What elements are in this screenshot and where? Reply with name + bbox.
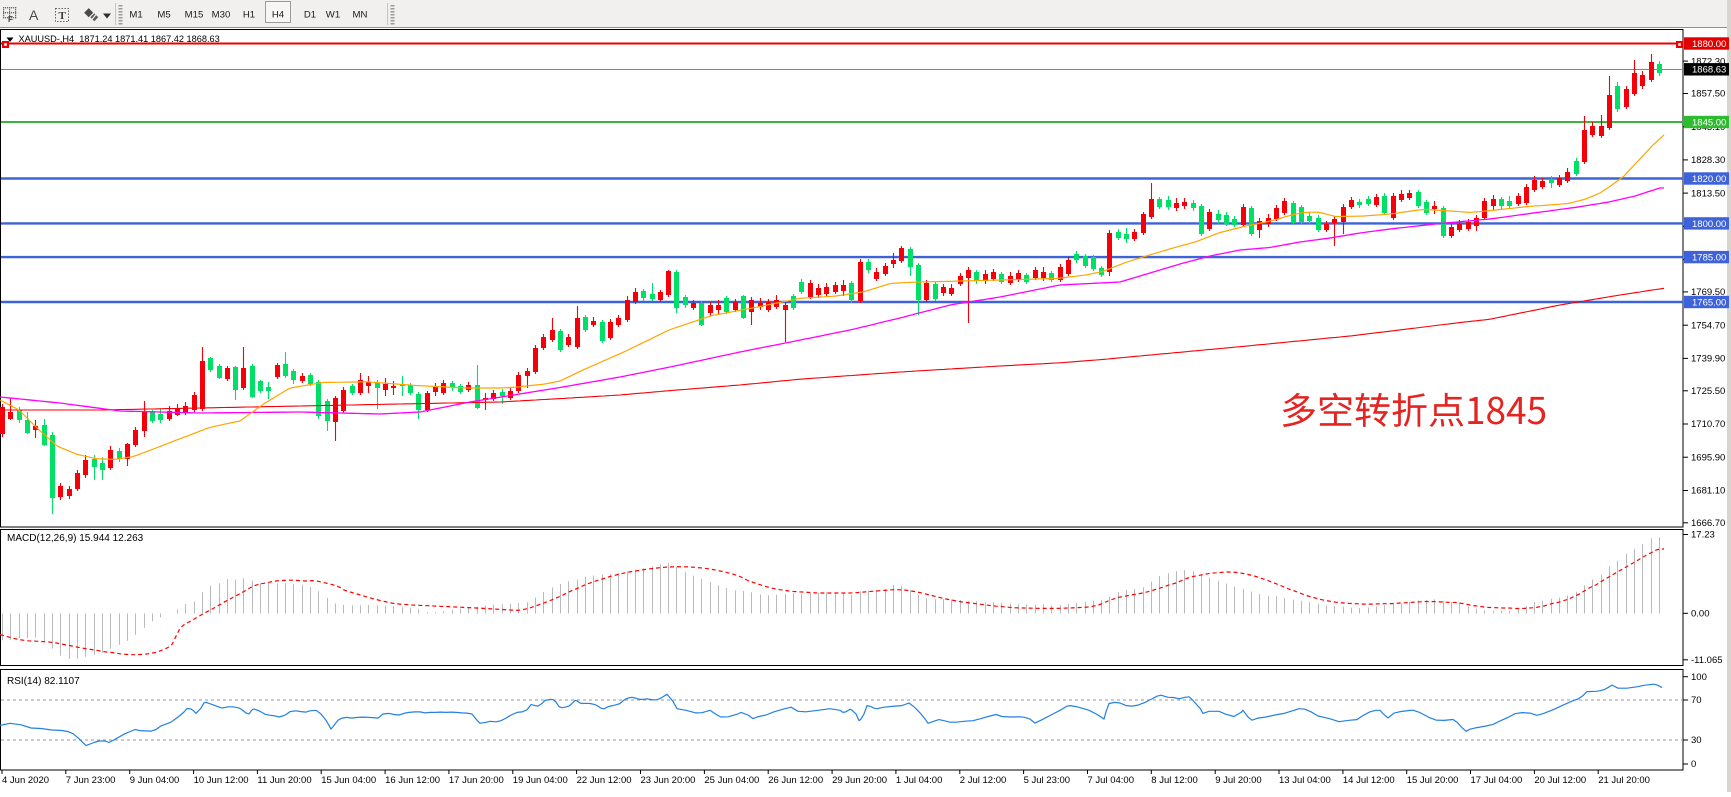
svg-text:1820.00: 1820.00 bbox=[1692, 174, 1726, 185]
svg-text:1739.90: 1739.90 bbox=[1691, 354, 1725, 365]
svg-text:1725.50: 1725.50 bbox=[1691, 386, 1725, 397]
svg-text:5 Jul 23:00: 5 Jul 23:00 bbox=[1024, 775, 1070, 786]
svg-text:70: 70 bbox=[1691, 695, 1702, 706]
svg-text:1754.70: 1754.70 bbox=[1691, 320, 1725, 331]
svg-text:1828.30: 1828.30 bbox=[1691, 155, 1725, 166]
svg-text:1872.30: 1872.30 bbox=[1691, 56, 1725, 67]
svg-text:14 Jul 12:00: 14 Jul 12:00 bbox=[1343, 775, 1395, 786]
svg-text:1695.90: 1695.90 bbox=[1691, 452, 1725, 463]
svg-text:1880.00: 1880.00 bbox=[1692, 39, 1726, 50]
svg-text:M15: M15 bbox=[185, 10, 204, 21]
svg-text:F: F bbox=[8, 15, 13, 24]
svg-text:H4: H4 bbox=[272, 10, 285, 21]
svg-text:D1: D1 bbox=[304, 10, 316, 21]
svg-text:1681.10: 1681.10 bbox=[1691, 486, 1725, 497]
svg-text:0: 0 bbox=[1691, 759, 1696, 770]
svg-text:17 Jul 04:00: 17 Jul 04:00 bbox=[1471, 775, 1523, 786]
svg-text:M1: M1 bbox=[129, 10, 142, 21]
svg-text:7 Jun 23:00: 7 Jun 23:00 bbox=[66, 775, 116, 786]
svg-text:MACD(12,26,9) 15.944 12.263: MACD(12,26,9) 15.944 12.263 bbox=[7, 533, 144, 544]
svg-text:8 Jul 12:00: 8 Jul 12:00 bbox=[1151, 775, 1197, 786]
svg-text:2 Jul 12:00: 2 Jul 12:00 bbox=[960, 775, 1006, 786]
svg-text:1868.63: 1868.63 bbox=[1692, 65, 1726, 76]
svg-text:0.00: 0.00 bbox=[1691, 609, 1710, 620]
svg-text:15 Jul 20:00: 15 Jul 20:00 bbox=[1407, 775, 1459, 786]
svg-text:-11.065: -11.065 bbox=[1691, 655, 1723, 666]
svg-text:100: 100 bbox=[1691, 672, 1707, 683]
svg-text:17 Jun 20:00: 17 Jun 20:00 bbox=[449, 775, 504, 786]
svg-text:13 Jul 04:00: 13 Jul 04:00 bbox=[1279, 775, 1331, 786]
svg-text:22 Jun 12:00: 22 Jun 12:00 bbox=[577, 775, 632, 786]
svg-text:1765.00: 1765.00 bbox=[1692, 297, 1726, 308]
svg-text:16 Jun 12:00: 16 Jun 12:00 bbox=[385, 775, 440, 786]
svg-text:26 Jun 12:00: 26 Jun 12:00 bbox=[768, 775, 823, 786]
svg-text:19 Jun 04:00: 19 Jun 04:00 bbox=[513, 775, 568, 786]
svg-text:17.23: 17.23 bbox=[1691, 530, 1715, 541]
svg-text:9 Jun 04:00: 9 Jun 04:00 bbox=[130, 775, 180, 786]
svg-text:T: T bbox=[59, 10, 67, 22]
svg-text:21 Jul 20:00: 21 Jul 20:00 bbox=[1598, 775, 1650, 786]
svg-text:11 Jun 20:00: 11 Jun 20:00 bbox=[257, 775, 311, 786]
svg-text:1 Jul 04:00: 1 Jul 04:00 bbox=[896, 775, 942, 786]
svg-text:4 Jun 2020: 4 Jun 2020 bbox=[2, 775, 49, 786]
svg-text:RSI(14) 82.1107: RSI(14) 82.1107 bbox=[7, 676, 80, 687]
svg-text:1710.70: 1710.70 bbox=[1691, 419, 1725, 430]
svg-text:1769.50: 1769.50 bbox=[1691, 287, 1725, 298]
svg-text:7 Jul 04:00: 7 Jul 04:00 bbox=[1088, 775, 1134, 786]
svg-text:25 Jun 04:00: 25 Jun 04:00 bbox=[704, 775, 759, 786]
svg-text:15 Jun 04:00: 15 Jun 04:00 bbox=[321, 775, 376, 786]
svg-text:1666.70: 1666.70 bbox=[1691, 518, 1725, 529]
svg-text:A: A bbox=[29, 7, 39, 23]
svg-text:10 Jun 12:00: 10 Jun 12:00 bbox=[194, 775, 249, 786]
svg-text:H1: H1 bbox=[243, 10, 255, 21]
svg-text:M5: M5 bbox=[157, 10, 170, 21]
svg-text:30: 30 bbox=[1691, 735, 1702, 746]
svg-text:23 Jun 20:00: 23 Jun 20:00 bbox=[641, 775, 696, 786]
svg-text:20 Jul 12:00: 20 Jul 12:00 bbox=[1534, 775, 1586, 786]
svg-text:1857.50: 1857.50 bbox=[1691, 89, 1725, 100]
svg-text:1800.00: 1800.00 bbox=[1692, 219, 1726, 230]
svg-text:1813.50: 1813.50 bbox=[1691, 188, 1725, 199]
svg-text:1785.00: 1785.00 bbox=[1692, 253, 1726, 264]
svg-text:MN: MN bbox=[353, 10, 368, 21]
svg-text:W1: W1 bbox=[326, 10, 340, 21]
svg-text:M30: M30 bbox=[212, 10, 231, 21]
svg-text:9 Jul 20:00: 9 Jul 20:00 bbox=[1215, 775, 1261, 786]
svg-text:XAUUSD-,H4 1871.24 1871.41 18: XAUUSD-,H4 1871.24 1871.41 1867.42 1868.… bbox=[19, 34, 220, 44]
svg-text:1845.00: 1845.00 bbox=[1692, 117, 1726, 128]
svg-text:29 Jun 20:00: 29 Jun 20:00 bbox=[832, 775, 887, 786]
